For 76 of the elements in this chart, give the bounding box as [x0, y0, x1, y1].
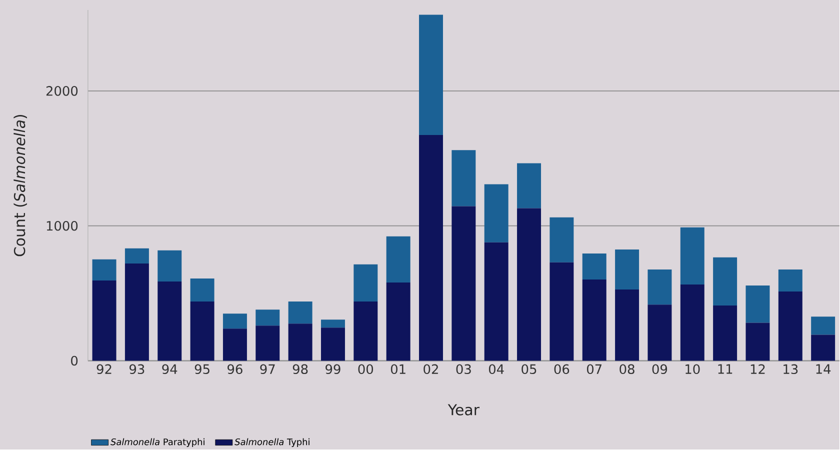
- x-tick-label: 12: [750, 364, 765, 374]
- x-tick-label: 05: [522, 364, 536, 374]
- y-tick-label: 0: [71, 356, 78, 366]
- bar: [354, 264, 378, 302]
- bar: [386, 236, 410, 283]
- y-axis-title: Count (Salmonella): [14, 115, 27, 256]
- bar: [746, 322, 770, 361]
- bar: [778, 292, 802, 361]
- bar: [615, 250, 640, 290]
- bar: [713, 258, 738, 306]
- bar: [92, 260, 116, 281]
- x-tick-label: 92: [96, 364, 112, 374]
- bar: [680, 228, 704, 285]
- bar: [190, 302, 214, 361]
- x-tick-label: 99: [326, 364, 340, 374]
- x-tick-label: 94: [162, 364, 178, 374]
- bar: [648, 270, 672, 305]
- bar: [288, 324, 312, 361]
- x-tick-label: 02: [424, 364, 438, 374]
- bar: [222, 328, 247, 361]
- bar: [778, 270, 802, 292]
- bar: [452, 206, 476, 361]
- y-tick-label: 2000: [46, 86, 78, 96]
- x-tick-label: 95: [194, 364, 210, 374]
- bar: [582, 280, 606, 361]
- bar: [124, 264, 149, 361]
- x-tick-label: 09: [652, 364, 668, 374]
- bar: [419, 14, 443, 136]
- bar: [713, 306, 738, 361]
- bar: [648, 304, 672, 361]
- bar: [484, 242, 508, 361]
- legend-label: Salmonella Typhi: [234, 438, 310, 448]
- bar: [419, 135, 443, 361]
- bar: [517, 163, 542, 208]
- x-tick-label: 98: [292, 364, 308, 374]
- x-tick-label: 03: [456, 364, 471, 374]
- x-tick-label: 93: [130, 364, 144, 374]
- bar: [386, 282, 410, 361]
- bar: [517, 208, 542, 361]
- x-tick-label: 10: [686, 364, 700, 374]
- x-tick-label: 97: [260, 364, 275, 374]
- bar: [158, 250, 182, 282]
- bar: [550, 218, 574, 263]
- bar: [550, 262, 574, 361]
- y-tick-label: 1000: [46, 221, 78, 231]
- bar: [320, 328, 345, 361]
- x-tick-label: 96: [228, 364, 242, 374]
- x-tick-label: 07: [586, 364, 602, 374]
- x-tick-label: 11: [718, 364, 732, 374]
- bar: [288, 302, 312, 324]
- bar: [811, 334, 836, 361]
- bar: [582, 254, 606, 280]
- bar: [256, 310, 280, 326]
- bar: [811, 316, 836, 335]
- bar: [158, 282, 182, 361]
- x-axis-title: Year: [448, 404, 480, 416]
- bar: [746, 286, 770, 323]
- bar: [484, 184, 508, 243]
- bar: [615, 290, 640, 361]
- bar: [222, 314, 247, 329]
- bar: [124, 248, 149, 264]
- x-tick-label: 06: [554, 364, 570, 374]
- x-tick-label: 00: [358, 364, 374, 374]
- x-tick-label: 01: [390, 364, 406, 374]
- x-tick-label: 13: [784, 364, 798, 374]
- bar: [680, 284, 704, 361]
- legend-label: Salmonella Paratyphi: [110, 438, 204, 448]
- x-tick-label: 04: [488, 364, 504, 374]
- bar: [452, 150, 476, 206]
- bar: [354, 302, 378, 361]
- bar: [320, 320, 345, 328]
- bar: [256, 326, 280, 361]
- x-tick-label: 08: [620, 364, 634, 374]
- bar: [92, 280, 116, 361]
- x-tick-label: 14: [816, 364, 831, 374]
- bar: [190, 278, 214, 302]
